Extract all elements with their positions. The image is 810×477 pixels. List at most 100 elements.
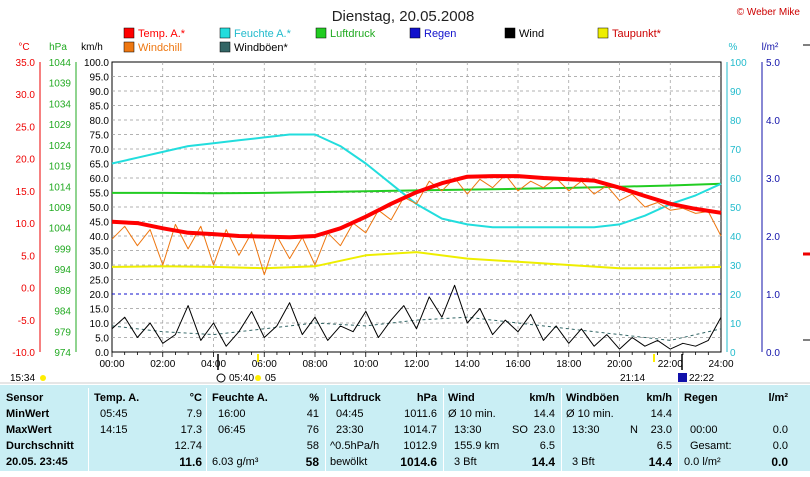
pressure-unit: hPa <box>416 392 437 404</box>
humidity-unit: % <box>309 392 319 404</box>
pressure-tick-label: 974 <box>54 348 71 359</box>
series-line-windb-en <box>111 316 722 341</box>
moon-icon <box>678 373 687 382</box>
legend-label: Feuchte A.* <box>234 28 292 40</box>
pressure-tick-label: 984 <box>54 307 71 318</box>
rain-tick-label: 2.0 <box>766 232 780 243</box>
wind-bft: 3 Bft <box>454 456 477 468</box>
humidity-tick-label: 50 <box>730 203 742 214</box>
pressure-tick-label: 1044 <box>49 58 72 69</box>
sun-icon <box>255 375 261 381</box>
wind-tick-label: 95.0 <box>90 73 110 84</box>
pressure-tick-label: 1034 <box>49 99 72 110</box>
temp-tick-label: 10.0 <box>16 219 36 230</box>
wind-tick-label: 40.0 <box>90 232 110 243</box>
temp-tick-label: 25.0 <box>16 122 36 133</box>
table-divider <box>88 388 89 471</box>
humidity-tick-label: 0 <box>730 348 736 359</box>
gust-avg10: 14.4 <box>650 408 672 420</box>
temp-tick-label: 20.0 <box>16 155 36 166</box>
humidity-unit-label: % <box>729 42 738 53</box>
pressure-unit-label: hPa <box>49 42 67 53</box>
wind-tick-label: 45.0 <box>90 218 110 229</box>
rain-tick-label: 5.0 <box>766 58 780 69</box>
gust-avg: 6.5 <box>656 440 672 452</box>
temp-min-time: 05:45 <box>100 408 128 420</box>
legend-swatch <box>315 27 327 39</box>
x-tick-label: 12:00 <box>404 359 429 370</box>
x-tick-label: 04:00 <box>201 359 226 370</box>
temp-min: 7.9 <box>186 408 202 420</box>
pressure-tick-label: 1004 <box>49 224 72 235</box>
temp-header: Temp. A. <box>94 392 140 404</box>
rain-header: Regen <box>684 392 718 404</box>
wind-tick-label: 35.0 <box>90 247 110 258</box>
humidity-abs: 6.03 g/m³ <box>212 456 259 468</box>
pressure-tick-label: 979 <box>54 327 71 338</box>
stats-table <box>0 385 810 471</box>
wind-tick-label: 85.0 <box>90 102 110 113</box>
rain-total: 0.0 <box>772 440 788 452</box>
humidity-max-time: 06:45 <box>218 424 246 436</box>
gust-unit: km/h <box>646 392 672 404</box>
humidity-tick-label: 20 <box>730 290 742 301</box>
table-divider <box>206 388 207 471</box>
legend-swatch <box>409 27 421 39</box>
weather-chart: Dienstag, 20.05.2008 © Weber Mike °C hPa… <box>0 7 810 384</box>
series-line-windchill <box>111 174 722 276</box>
wind-tick-label: 15.0 <box>90 305 110 316</box>
temp-tick-label: 30.0 <box>16 90 36 101</box>
temp-tick-label: 0.0 <box>21 284 35 295</box>
pressure-tick-label: 994 <box>54 265 71 276</box>
row-max-label: MaxWert <box>6 424 52 436</box>
temp-current: 11.6 <box>179 455 202 469</box>
rain-total-label: Gesamt: <box>690 440 732 452</box>
gust-avg10-label: Ø 10 min. <box>566 408 614 420</box>
x-tick-label: 24:00 <box>708 359 733 370</box>
pressure-max: 1014.7 <box>403 424 437 436</box>
temp-tick-label: 5.0 <box>21 251 35 262</box>
temp-tick-label: 15.0 <box>16 187 36 198</box>
x-tick-label: 22:00 <box>658 359 683 370</box>
wind-tick-label: 25.0 <box>90 276 110 287</box>
gust-max-dir: N <box>630 424 638 436</box>
row-avg-label: Durchschnitt <box>6 440 74 452</box>
pressure-column: Luftdruck hPa 04:45 1011.6 23:30 1014.7 ^0.… <box>330 391 437 477</box>
gust-header: Windböen <box>566 392 620 404</box>
wind-distance: 155.9 km <box>454 440 500 452</box>
row-min-label: MinWert <box>6 408 50 420</box>
humidity-min-time: 16:00 <box>218 408 246 420</box>
legend-label: Taupunkt* <box>612 28 662 40</box>
moonset-time: 22:22 <box>689 373 714 384</box>
rain-current-label: 0.0 l/m² <box>684 456 721 468</box>
rain-current: 0.0 <box>771 455 788 469</box>
axes: 00:00 02:00 04:00 06:00 08:00 10:00 12:00 14:00… <box>12 44 810 370</box>
temp-tick-label: -10.0 <box>12 348 35 359</box>
wind-tick-label: 0.0 <box>95 348 109 359</box>
temp-unit-label: °C <box>18 42 29 53</box>
x-tick-label: 20:00 <box>607 359 632 370</box>
humidity-avg: 58 <box>306 440 319 452</box>
sensor-column: Sensor MinWert MaxWert Durchschnitt 20.0… <box>6 391 86 477</box>
wind-tick-label: 50.0 <box>90 203 110 214</box>
wind-tick-label: 100.0 <box>84 58 109 69</box>
legend-label: Temp. A.* <box>138 28 186 40</box>
rain-unit: l/m² <box>768 392 788 404</box>
legend: Temp. A.* Feuchte A.* Luftdruck Regen Wind Ta… <box>123 27 662 54</box>
humidity-tick-label: 70 <box>730 145 742 156</box>
pressure-tick-label: 999 <box>54 244 71 255</box>
pressure-tick-label: 1029 <box>49 120 72 131</box>
wind-header: Wind <box>448 392 475 404</box>
humidity-tick-label: 40 <box>730 232 742 243</box>
rain-time: 00:00 <box>690 424 718 436</box>
moon-icon <box>216 373 226 383</box>
legend-swatch <box>219 27 231 39</box>
wind-max: 23.0 <box>533 424 555 436</box>
wind-tick-label: 60.0 <box>90 174 110 185</box>
wind-tick-label: 5.0 <box>95 334 109 345</box>
rain-tick-label: 0.0 <box>766 348 780 359</box>
sunrise-time: 05:40 <box>229 373 254 384</box>
temp-column: Temp. A. °C 05:45 7.9 14:15 17.3 12.74 11.6 <box>94 391 202 477</box>
legend-label: Windchill <box>138 42 182 54</box>
row-current-label: 20.05. 23:45 <box>6 456 68 468</box>
